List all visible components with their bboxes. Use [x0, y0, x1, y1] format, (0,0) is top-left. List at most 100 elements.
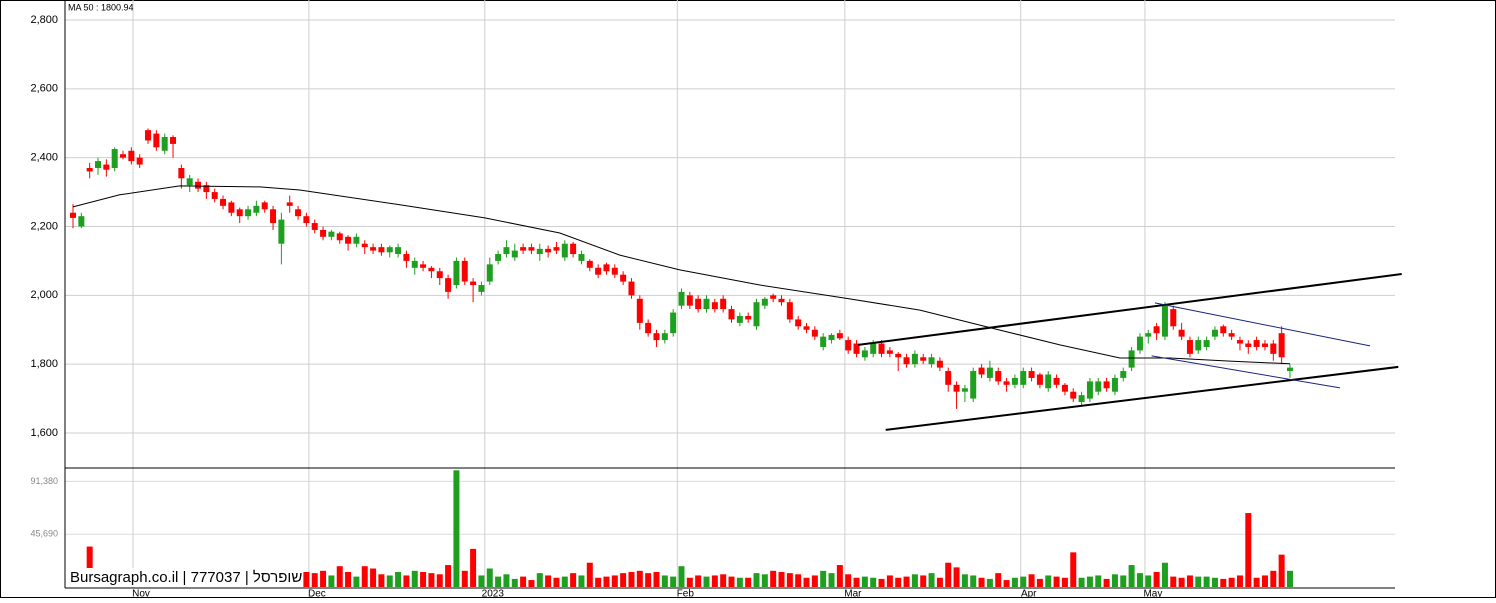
volume-bar	[511, 578, 518, 587]
y-tick-label: 1,800	[30, 358, 58, 370]
candle-body	[520, 247, 527, 251]
x-tick-label: Feb	[677, 589, 695, 598]
candle-body	[478, 285, 485, 292]
candle-body	[436, 271, 443, 279]
volume-bar	[1286, 570, 1293, 587]
volume-bar	[520, 576, 527, 587]
candle-body	[753, 302, 760, 327]
trend-line	[885, 365, 1399, 431]
candle-body	[470, 281, 477, 286]
candle-body	[1286, 367, 1293, 372]
volume-bar	[1211, 577, 1218, 587]
candle-body	[1061, 384, 1068, 392]
candle-body	[603, 264, 610, 272]
candle-body	[386, 247, 393, 253]
volume-tick-label: 45,690	[30, 529, 58, 539]
candle-body	[78, 216, 85, 227]
candle-body	[303, 216, 310, 224]
volume-bar	[628, 571, 635, 587]
volume-bar	[578, 575, 585, 587]
volume-bar	[970, 575, 977, 587]
candle-body	[770, 295, 777, 299]
volume-bar	[445, 565, 452, 587]
candle-body	[953, 384, 960, 392]
volume-bar	[720, 574, 727, 587]
volume-bar	[811, 575, 818, 587]
volume-bar	[320, 570, 327, 587]
volume-bar	[503, 574, 510, 587]
candle-body	[253, 205, 260, 213]
volume-bar	[753, 573, 760, 587]
candle-body	[236, 209, 243, 217]
candle-body	[1178, 329, 1185, 337]
volume-bar	[1195, 576, 1202, 587]
candle-body	[595, 267, 602, 275]
volume-bar	[1003, 580, 1010, 587]
candle-body	[686, 295, 693, 306]
candle-body	[211, 192, 218, 199]
volume-bar	[611, 575, 618, 587]
volume-bar	[645, 573, 652, 587]
volume-bar	[553, 577, 560, 587]
candle-body	[495, 254, 502, 261]
volume-bar	[311, 573, 318, 587]
candle-body	[503, 247, 510, 255]
volume-bar	[836, 565, 843, 587]
candle-body	[403, 254, 410, 261]
volume-bar	[1061, 577, 1068, 587]
candle-body	[1028, 371, 1035, 378]
volume-bar	[961, 574, 968, 587]
volume-bar	[1036, 578, 1043, 587]
volume-bar	[436, 574, 443, 587]
volume-bar	[995, 573, 1002, 587]
candle-body	[661, 333, 668, 341]
candle-body	[128, 150, 135, 162]
volume-bar	[886, 575, 893, 587]
candle-body	[428, 267, 435, 272]
volume-bar	[986, 578, 993, 587]
candle-body	[653, 333, 660, 341]
candle-body	[978, 367, 985, 375]
volume-bar	[595, 577, 602, 587]
candle-body	[778, 298, 785, 303]
candle-body	[111, 149, 118, 168]
candle-body	[311, 223, 318, 230]
volume-bar	[653, 571, 660, 587]
candle-body	[786, 302, 793, 320]
candle-body	[928, 357, 935, 365]
volume-bar	[1228, 577, 1235, 587]
candle-body	[203, 185, 210, 193]
volume-bar	[845, 574, 852, 587]
candle-body	[920, 357, 927, 361]
candle-body	[1145, 333, 1152, 337]
candle-body	[270, 209, 277, 224]
candle-body	[261, 202, 268, 210]
volume-bar	[403, 575, 410, 587]
candle-body	[336, 233, 343, 241]
candle-body	[1195, 340, 1202, 351]
candle-body	[528, 247, 535, 251]
candle-body	[1111, 377, 1118, 392]
candle-body	[936, 360, 943, 368]
candle-body	[420, 264, 427, 268]
volume-bar	[1103, 578, 1110, 587]
candle-body	[1236, 340, 1243, 344]
volume-bar	[678, 566, 685, 587]
candle-body	[145, 130, 152, 141]
volume-bar	[336, 566, 343, 587]
x-tick-label: 2023	[482, 589, 505, 598]
volume-bar	[1261, 575, 1268, 587]
volume-bar	[878, 578, 885, 587]
candle-body	[1020, 371, 1027, 385]
candle-body	[803, 326, 810, 330]
volume-bar	[603, 576, 610, 587]
candle-body	[853, 343, 860, 354]
x-tick-label: Apr	[1021, 589, 1037, 598]
candle-body	[561, 243, 568, 258]
volume-bar	[895, 577, 902, 587]
candle-body	[570, 243, 577, 255]
candle-body	[711, 302, 718, 310]
candle-body	[1128, 350, 1135, 368]
